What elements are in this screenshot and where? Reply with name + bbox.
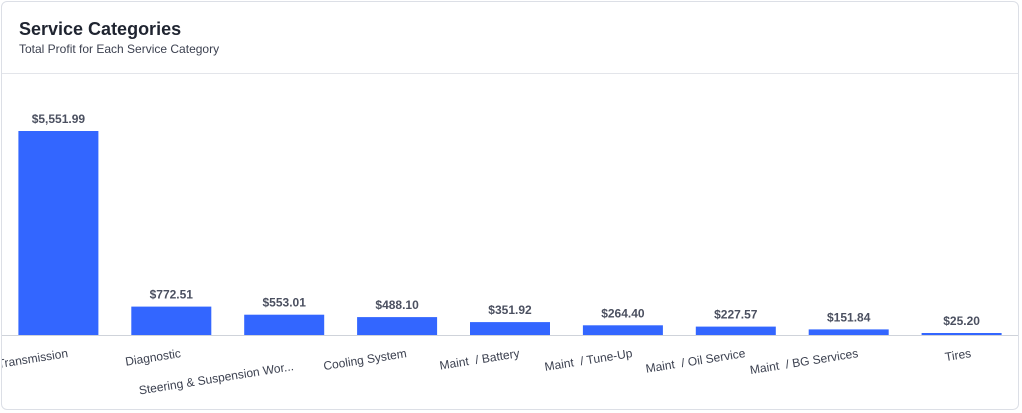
bar-value-label: $488.10 (375, 298, 419, 312)
category-tick-label: Maint / Battery (439, 346, 521, 372)
bar-value-label: $351.92 (488, 303, 532, 317)
category-tick-label: Tires (944, 346, 972, 364)
bar-value-label: $772.51 (150, 288, 194, 302)
category-tick-label: Cooling System (322, 346, 407, 373)
category-tick-label: Transmission (2, 346, 69, 371)
card-header: Service Categories Total Profit for Each… (2, 2, 1018, 74)
category-tick-label: Maint / Oil Service (645, 346, 747, 376)
bar[interactable] (808, 329, 889, 335)
category-tick-label: Steering & Suspension Wor... (138, 359, 295, 397)
bar-value-label: $151.84 (827, 310, 871, 324)
bar-value-label: $25.20 (943, 314, 980, 328)
bar[interactable] (470, 322, 550, 335)
bar[interactable] (131, 306, 212, 335)
bar-value-label: $553.01 (263, 296, 307, 310)
bar[interactable] (244, 314, 325, 335)
bar-value-label: $5,551.99 (32, 112, 86, 126)
bar[interactable] (18, 131, 99, 335)
bar[interactable] (582, 325, 663, 335)
bar[interactable] (357, 317, 438, 335)
bar-value-label: $227.57 (714, 308, 758, 322)
category-tick-label: Maint / BG Services (749, 346, 859, 377)
bar-value-label: $264.40 (601, 306, 645, 320)
category-tick-label: Diagnostic (124, 346, 182, 369)
card-subtitle: Total Profit for Each Service Category (19, 42, 220, 56)
bar[interactable] (695, 326, 776, 335)
card-title: Service Categories (19, 19, 182, 39)
category-tick-label: Maint / Tune-Up (544, 346, 634, 374)
bar[interactable] (921, 333, 1002, 335)
